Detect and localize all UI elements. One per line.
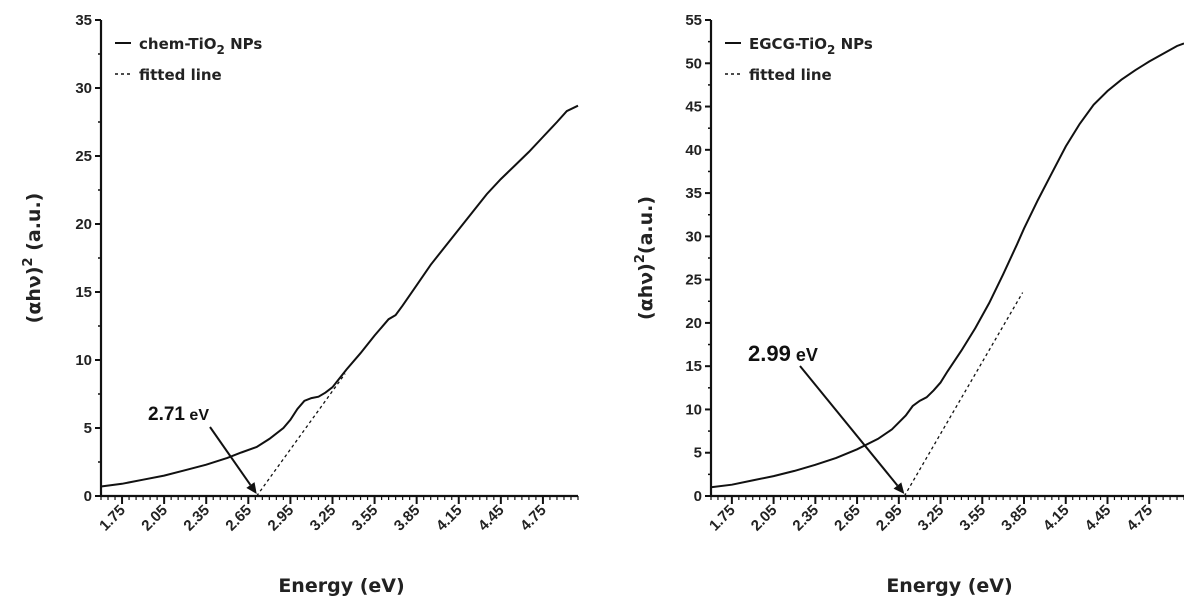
legend-label: fitted line [749,66,832,84]
band-gap-label: 2.71 eV [148,404,209,425]
legend-label: fitted line [139,66,222,84]
y-tick-label: 10 [685,401,702,418]
y-tick-label: 5 [694,445,702,462]
y-tick-label: 20 [685,315,702,332]
x-tick-label: 4.45 [1082,502,1115,535]
y-tick-label: 0 [84,488,92,505]
x-tick-label: 1.75 [706,502,739,535]
legend: EGCG-TiO2 NPs fitted line [725,35,873,84]
y-tick-label: 55 [685,12,702,29]
y-tick-label: 15 [685,358,702,375]
x-tick-label: 4.15 [1040,502,1073,535]
legend: chem-TiO2 NPs fitted line [115,35,262,84]
legend-label: chem-TiO2 NPs [139,35,262,57]
x-tick-label: 2.65 [831,502,864,535]
legend-label: EGCG-TiO2 NPs [749,35,873,57]
y-tick-label: 35 [685,185,702,202]
fitted-line [256,373,346,497]
y-tick-label: 0 [694,488,702,505]
fitted-line [903,292,1024,497]
band-gap-label: 2.99 eV [748,341,818,366]
x-tick-label: 2.05 [748,502,781,535]
y-tick-label: 30 [75,80,92,97]
y-tick-label: 15 [75,284,92,301]
y-axis-title: (αhν)2 (a.u.) [21,193,45,324]
x-tick-label: 4.45 [475,502,508,535]
x-tick-label: 2.65 [222,502,255,535]
x-tick-label: 2.05 [138,502,171,535]
x-tick-label: 3.85 [998,502,1031,535]
y-tick-label: 30 [685,228,702,245]
annotation-arrow [209,426,252,486]
x-tick-label: 4.15 [433,502,466,535]
data-series-line [100,104,579,488]
x-tick-label: 3.55 [956,502,989,535]
x-tick-label: 3.25 [915,502,948,535]
y-tick-label: 45 [685,99,702,116]
x-tick-label: 3.25 [307,502,340,535]
x-tick-label: 4.75 [517,502,550,535]
annotation-arrowhead [246,482,257,494]
data-series-line [710,42,1184,489]
y-tick-label: 10 [75,352,92,369]
x-axis-title: Energy (eV) [278,575,404,597]
chart-panel-1: 0 5 10 15 20 25 30 35 1.75 2.05 2.35 2.65 2.95 3.25 3.… [21,12,579,597]
y-tick-label: 20 [75,216,92,233]
x-tick-label: 2.35 [180,502,213,535]
annotation-arrow [799,365,899,487]
x-tick-label: 1.75 [96,502,129,535]
y-tick-label: 50 [685,55,702,72]
x-tick-label: 3.85 [391,502,424,535]
y-tick-label: 35 [75,12,92,29]
y-tick-label: 5 [84,420,92,437]
y-tick-label: 25 [685,272,702,289]
x-tick-label: 3.55 [349,502,382,535]
x-tick-label: 2.35 [789,502,822,535]
x-tick-label: 4.75 [1123,502,1156,535]
x-tick-label: 2.95 [265,502,298,535]
chart-panel-2: 0 5 10 15 20 25 30 35 40 45 50 55 1.75 2.05 2.35 2.65 2.… [633,12,1184,597]
y-tick-label: 25 [75,148,92,165]
y-tick-label: 40 [685,142,702,159]
y-axis-title: (αhν)2(a.u.) [633,196,657,320]
x-axis-title: Energy (eV) [886,575,1012,597]
annotation-arrowhead [893,482,905,494]
x-tick-label: 2.95 [873,502,906,535]
